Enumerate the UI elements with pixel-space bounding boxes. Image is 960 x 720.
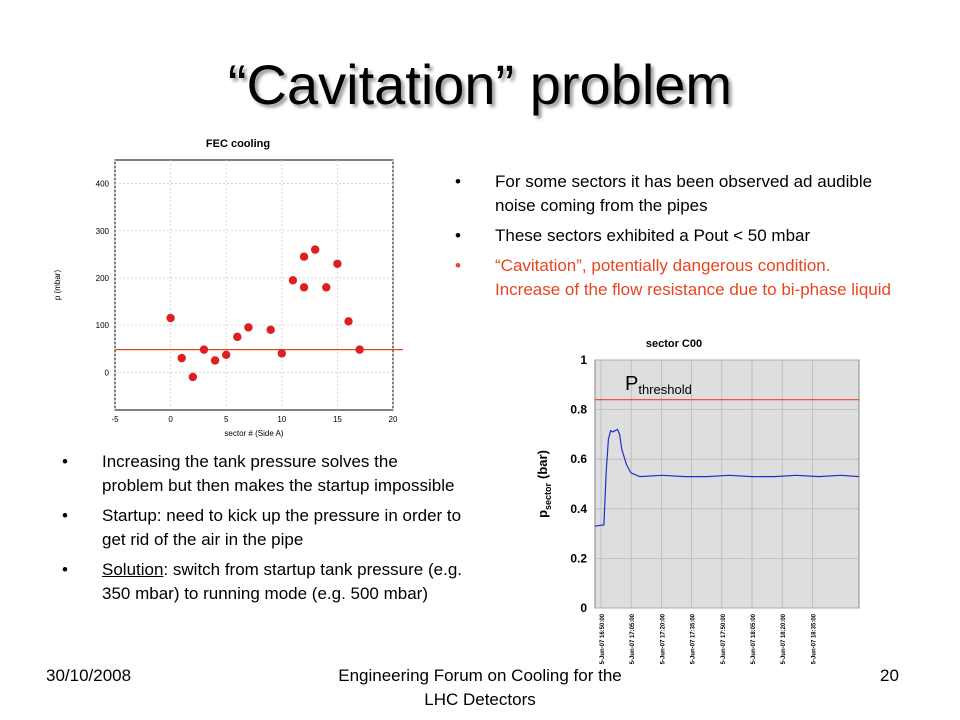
data-point: [288, 276, 298, 285]
data-point: [310, 245, 320, 254]
data-point: [233, 332, 242, 342]
y-tick-label: 300: [96, 227, 110, 236]
fec-cooling-grid: [114, 160, 394, 410]
fec-cooling-y-axis-label: p (mbar): [53, 270, 62, 301]
solution-text: : switch from startup tank pressure (e.g…: [102, 560, 462, 603]
x-tick-label: 5: [224, 415, 229, 424]
solution-label: Solution: [102, 560, 164, 579]
x-tick-label: 5-Jun-07 17:05:00: [630, 613, 636, 664]
data-point: [322, 283, 331, 292]
x-tick-label: 15: [333, 415, 342, 424]
x-tick-label: 10: [277, 415, 286, 424]
sector-c00-chart: sector C00 0 0.2 0.4 0.6 0.8 1 5-Jun-07 16:50…: [535, 338, 860, 664]
bullet-item: Increasing the tank pressure solves the …: [62, 450, 462, 498]
y-tick-label: 0.2: [570, 551, 587, 565]
y-tick-label: 0: [105, 368, 110, 377]
sector-c00-grid: [595, 359, 859, 609]
x-tick-label: 5-Jun-07 17:50:00: [721, 613, 727, 664]
data-point: [177, 353, 186, 363]
sector-c00-y-axis-label: psector(bar): [535, 450, 553, 518]
data-point: [188, 372, 198, 382]
fec-cooling-x-axis-label: sector # (Side A): [224, 429, 283, 438]
data-point: [355, 345, 364, 354]
y-tick-label: 100: [96, 321, 110, 330]
x-tick-label: 5-Jun-07 18:05:00: [751, 613, 757, 664]
x-tick-label: -5: [111, 415, 119, 424]
footer-page-number: 20: [880, 666, 899, 685]
y-tick-label: 200: [96, 274, 110, 283]
data-point: [344, 317, 353, 326]
bullet-item: Startup: need to kick up the pressure in…: [62, 504, 462, 552]
sector-c00-y-ticks: 0 0.2 0.4 0.6 0.8 1: [570, 353, 587, 615]
x-tick-label: 5-Jun-07 18:35:00: [811, 613, 817, 664]
data-point: [244, 323, 253, 332]
y-tick-label: 400: [96, 180, 110, 189]
x-tick-label: 20: [389, 415, 398, 424]
y-tick-label: 0.6: [570, 452, 587, 466]
y-tick-label: 0.4: [570, 502, 587, 516]
footer-date: 30/10/2008: [46, 666, 132, 685]
data-point: [277, 349, 286, 358]
fec-cooling-y-ticks: 0 100 200 300 400: [96, 180, 110, 378]
bullet-item-cavitation: “Cavitation”, potentially dangerous cond…: [455, 254, 895, 302]
bullet-item: These sectors exhibited a Pout < 50 mbar: [455, 224, 895, 248]
data-point: [222, 350, 231, 360]
bullet-item-solution: Solution: switch from startup tank press…: [62, 558, 462, 606]
data-point: [299, 283, 309, 292]
x-tick-label: 5-Jun-07 18:20:00: [781, 613, 787, 664]
fec-cooling-plot-area: [114, 159, 394, 411]
sector-c00-x-ticks: 5-Jun-07 16:50:00 5-Jun-07 17:05:00 5-Jun-…: [600, 613, 817, 664]
data-point: [199, 345, 209, 354]
footer-center: Engineering Forum on Cooling for the LHC…: [338, 666, 622, 709]
sector-c00-chart-title: sector C00: [646, 338, 702, 350]
fec-cooling-chart: FEC cooling 0 100 200 300 400 -5 0 5 10 15 20 p (…: [53, 138, 403, 438]
x-tick-label: 5-Jun-07 16:50:00: [600, 613, 606, 664]
threshold-label: Pthreshold: [625, 373, 692, 397]
x-tick-label: 5-Jun-07 17:20:00: [660, 613, 666, 664]
x-tick-label: 0: [168, 415, 173, 424]
data-point: [333, 259, 342, 268]
y-tick-label: 1: [580, 353, 587, 367]
data-point: [299, 252, 309, 261]
fec-cooling-x-ticks: -5 0 5 10 15 20: [111, 415, 398, 424]
fec-cooling-points: [166, 245, 364, 382]
y-tick-label: 0: [580, 601, 587, 615]
x-tick-label: 5-Jun-07 17:35:00: [691, 613, 697, 664]
bullet-list-right: For some sectors it has been observed ad…: [455, 170, 895, 308]
slide-title: “Cavitation” problem: [227, 53, 733, 116]
bullet-item: For some sectors it has been observed ad…: [455, 170, 895, 218]
data-point: [166, 313, 175, 323]
sector-c00-series-line: [594, 428, 860, 527]
bullet-list-left: Increasing the tank pressure solves the …: [62, 450, 462, 612]
data-point: [266, 325, 275, 335]
data-point: [210, 356, 220, 365]
fec-cooling-chart-title: FEC cooling: [206, 138, 270, 150]
sector-c00-plot-area: [594, 359, 860, 609]
y-tick-label: 0.8: [570, 403, 587, 417]
